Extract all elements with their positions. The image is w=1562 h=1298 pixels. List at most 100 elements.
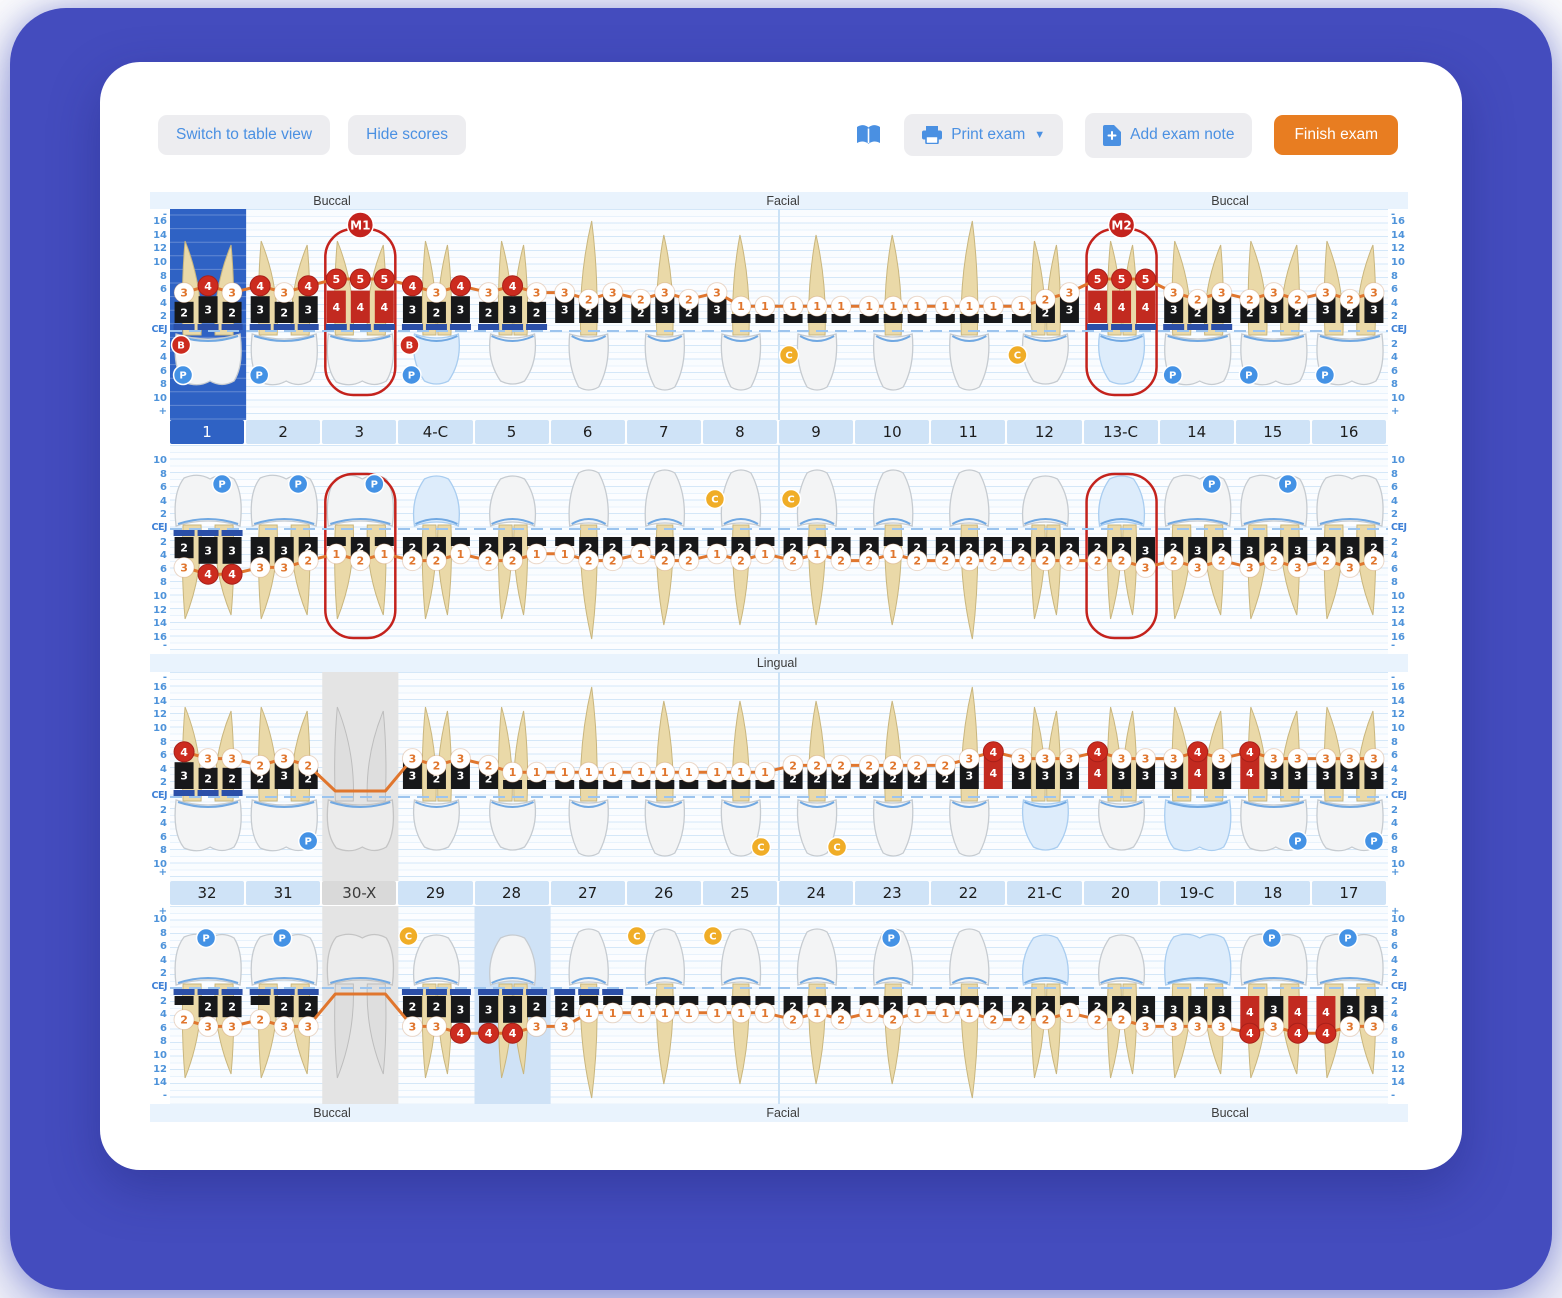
gm-circle[interactable] <box>630 1002 652 1024</box>
gm-circle[interactable] <box>197 275 219 297</box>
tooth-number-3[interactable]: 3 <box>322 420 397 444</box>
pd-box[interactable] <box>1264 762 1284 789</box>
gm-circle[interactable] <box>1111 1009 1133 1031</box>
pd-box[interactable] <box>631 996 651 1005</box>
gm-circle[interactable] <box>754 295 776 317</box>
gm-circle[interactable] <box>1339 748 1361 770</box>
gm-circle[interactable] <box>502 550 524 572</box>
mobility-badge[interactable] <box>1107 211 1136 239</box>
pd-box[interactable] <box>707 996 727 1005</box>
gm-circle[interactable] <box>906 1002 928 1024</box>
gm-circle[interactable] <box>478 1022 500 1044</box>
tooth-number-16[interactable]: 16 <box>1311 420 1386 444</box>
gm-circle[interactable] <box>349 268 371 290</box>
pd-box[interactable] <box>1188 756 1208 789</box>
pd-box[interactable] <box>783 314 803 323</box>
gm-circle[interactable] <box>1087 268 1109 290</box>
gm-circle[interactable] <box>401 1015 423 1037</box>
gm-circle[interactable] <box>782 754 804 776</box>
pd-box[interactable] <box>450 296 470 323</box>
tooth-lower-buccal-20[interactable] <box>1098 934 1146 1079</box>
gm-circle[interactable] <box>449 1022 471 1044</box>
tooth-number-30-X[interactable]: 30-X <box>322 881 397 905</box>
pd-box[interactable] <box>555 537 575 546</box>
gm-circle[interactable] <box>1287 1022 1309 1044</box>
gm-circle[interactable] <box>654 761 676 783</box>
pd-box[interactable] <box>1212 296 1232 323</box>
pd-box[interactable] <box>907 314 927 323</box>
gm-circle[interactable] <box>1163 748 1185 770</box>
badge-P-icon[interactable] <box>287 473 309 495</box>
pd-box[interactable] <box>1364 762 1384 789</box>
pd-box[interactable] <box>831 314 851 323</box>
gm-circle[interactable] <box>1058 282 1080 304</box>
pd-box[interactable] <box>579 780 599 789</box>
tooth-number-17[interactable]: 17 <box>1311 881 1386 905</box>
pd-box[interactable] <box>631 537 651 546</box>
badge-B-icon[interactable] <box>170 334 192 356</box>
gm-circle[interactable] <box>1239 556 1261 578</box>
gm-circle[interactable] <box>478 550 500 572</box>
pd-box[interactable] <box>1088 290 1108 323</box>
gm-circle[interactable] <box>325 543 347 565</box>
gm-circle[interactable] <box>934 295 956 317</box>
gm-circle[interactable] <box>325 268 347 290</box>
tooth-number-32[interactable]: 32 <box>170 881 245 905</box>
badge-P-icon[interactable] <box>1287 830 1309 852</box>
gm-circle[interactable] <box>1211 1015 1233 1037</box>
gm-circle[interactable] <box>806 754 828 776</box>
gm-circle[interactable] <box>249 754 271 776</box>
gm-circle[interactable] <box>349 550 371 572</box>
pd-box[interactable] <box>731 314 751 323</box>
gm-circle[interactable] <box>1263 550 1285 572</box>
gm-circle[interactable] <box>882 754 904 776</box>
pd-box[interactable] <box>755 780 775 789</box>
pd-box[interactable] <box>555 296 575 323</box>
gm-circle[interactable] <box>958 550 980 572</box>
gm-circle[interactable] <box>1087 550 1109 572</box>
gm-circle[interactable] <box>173 282 195 304</box>
print-exam-button[interactable]: Print exam ▼ <box>904 114 1064 156</box>
gm-circle[interactable] <box>526 1015 548 1037</box>
gm-circle[interactable] <box>249 1009 271 1031</box>
pd-box[interactable] <box>1188 537 1208 564</box>
gm-circle[interactable] <box>449 543 471 565</box>
pd-box[interactable] <box>959 314 979 323</box>
pd-box[interactable] <box>174 762 194 789</box>
gm-circle[interactable] <box>578 1002 600 1024</box>
gm-circle[interactable] <box>1135 1015 1157 1037</box>
tooth-number-4-C[interactable]: 4-C <box>398 420 473 444</box>
gm-circle[interactable] <box>1239 1022 1261 1044</box>
pd-box[interactable] <box>402 296 422 323</box>
pd-box[interactable] <box>326 537 346 546</box>
gm-circle[interactable] <box>478 282 500 304</box>
pd-box[interactable] <box>1364 996 1384 1023</box>
tooth-number-18[interactable]: 18 <box>1235 881 1310 905</box>
pd-box[interactable] <box>603 780 623 789</box>
tooth-number-7[interactable]: 7 <box>626 420 701 444</box>
gm-circle[interactable] <box>425 754 447 776</box>
gm-circle[interactable] <box>982 550 1004 572</box>
gm-circle[interactable] <box>1187 741 1209 763</box>
pd-box[interactable] <box>1136 537 1156 564</box>
badge-P-icon[interactable] <box>1261 927 1283 949</box>
pd-box[interactable] <box>198 767 218 789</box>
badge-C-icon[interactable] <box>702 925 724 947</box>
gm-circle[interactable] <box>1339 556 1361 578</box>
gm-circle[interactable] <box>197 748 219 770</box>
gm-circle[interactable] <box>554 761 576 783</box>
tooth-number-2[interactable]: 2 <box>246 420 321 444</box>
pd-box[interactable] <box>983 314 1003 323</box>
gm-circle[interactable] <box>906 754 928 776</box>
gm-circle[interactable] <box>1058 550 1080 572</box>
badge-P-icon[interactable] <box>401 364 422 386</box>
tooth-number-8[interactable]: 8 <box>702 420 777 444</box>
pd-box[interactable] <box>1288 996 1308 1029</box>
gm-circle[interactable] <box>1363 550 1385 572</box>
pd-box[interactable] <box>1316 296 1336 323</box>
gm-circle[interactable] <box>706 1002 728 1024</box>
badge-P-icon[interactable] <box>1363 830 1385 852</box>
pd-box[interactable] <box>479 301 499 323</box>
tooth-number-22[interactable]: 22 <box>931 881 1006 905</box>
badge-C-icon[interactable] <box>704 488 726 510</box>
